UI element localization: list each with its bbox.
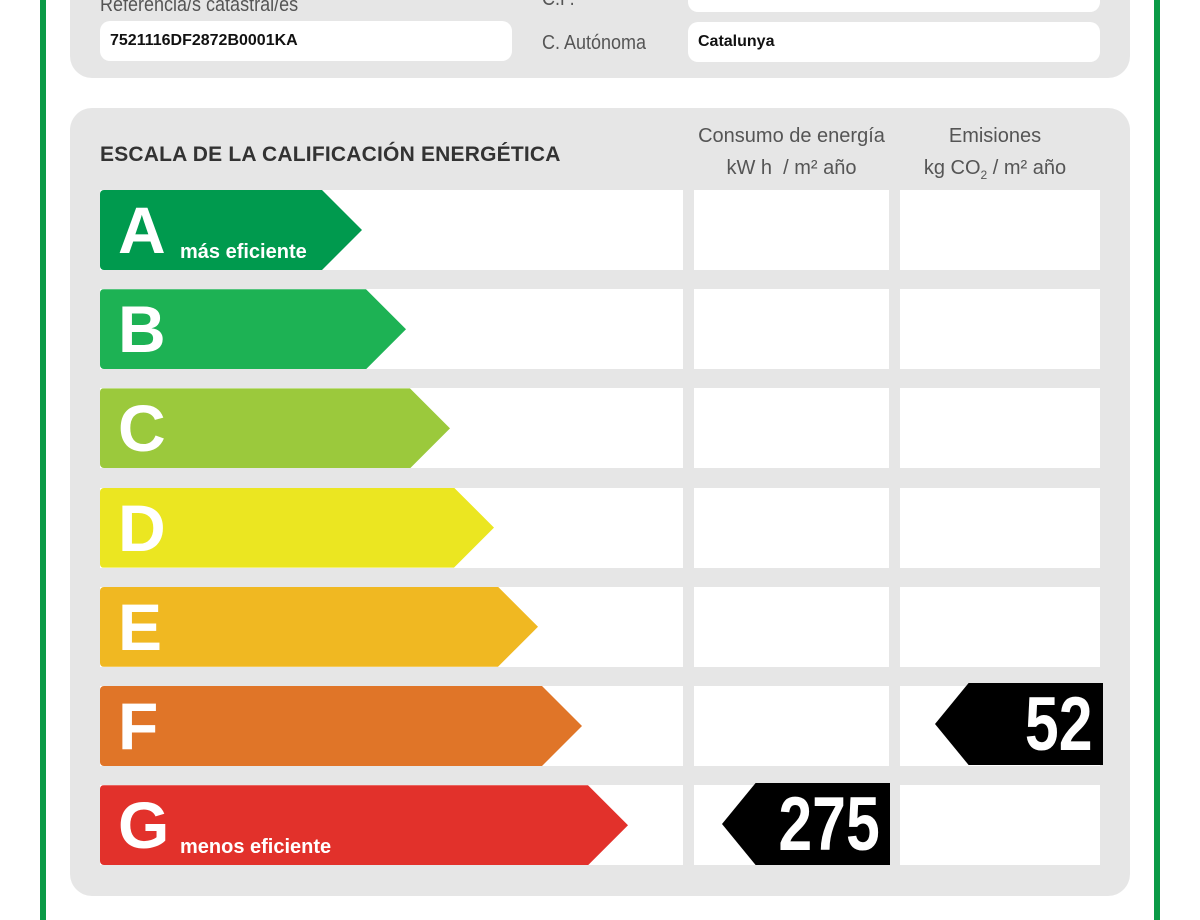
region-label: C. Autónoma <box>542 32 647 54</box>
consumption-cell <box>694 686 889 766</box>
emissions-cell <box>900 785 1100 866</box>
rating-letter: F <box>118 689 159 763</box>
emissions-title: Emisiones <box>948 125 1042 147</box>
emissions-unit-sub: 2 <box>980 168 988 182</box>
rating-bar-b: B <box>100 289 406 369</box>
rating-subtitle: menos eficiente <box>180 836 332 859</box>
rating-bar-e: E <box>100 587 538 667</box>
rating-letter: E <box>118 589 163 664</box>
certificate-frame <box>40 0 1160 920</box>
consumption-header: Consumo de energía kW h / m² año <box>684 120 899 184</box>
rating-bar-d: D <box>100 488 494 568</box>
emissions-cell <box>900 487 1100 568</box>
emissions-unit-pre: kg CO <box>923 157 981 179</box>
postal-label: C.P. <box>542 0 575 11</box>
rating-letter: G <box>118 788 170 863</box>
cadastral-label: Referencia/s catastral/es <box>100 0 299 16</box>
consumption-rating-marker: 275 <box>722 783 890 865</box>
scale-title: ESCALA DE LA CALIFICACIÓN ENERGÉTICA <box>100 143 561 166</box>
rating-letter: C <box>118 391 166 466</box>
rating-bar-c: C <box>100 388 450 468</box>
consumption-unit: kW h / m² año <box>726 157 857 179</box>
emissions-unit-post: / m² año <box>987 157 1067 179</box>
consumption-cell <box>694 487 889 568</box>
consumption-cell <box>694 388 889 469</box>
consumption-cell <box>694 586 889 667</box>
emissions-cell <box>900 190 1100 270</box>
emissions-value: 52 <box>1025 681 1093 767</box>
cadastral-value: 7521116DF2872B0001KA <box>100 21 512 61</box>
rating-letter: B <box>118 292 166 367</box>
emissions-cell <box>900 289 1100 370</box>
rating-subtitle: más eficiente <box>180 241 307 263</box>
emissions-cell <box>900 586 1100 667</box>
rating-letter: A <box>118 193 166 267</box>
postal-value: 08025 <box>688 0 1100 12</box>
emissions-cell <box>900 388 1100 469</box>
rating-bar-f: F <box>100 686 582 766</box>
emissions-header: Emisiones kg CO2 / m² año <box>895 120 1095 191</box>
rating-letter: D <box>118 490 166 565</box>
emissions-rating-marker: 52 <box>935 683 1103 765</box>
consumption-cell <box>694 289 889 370</box>
region-value: Catalunya <box>688 22 1100 62</box>
consumption-value: 275 <box>778 781 880 867</box>
emissions-unit: kg CO2 / m² año <box>895 152 1095 191</box>
consumption-title: Consumo de energía <box>698 125 885 147</box>
consumption-cell <box>694 190 889 270</box>
